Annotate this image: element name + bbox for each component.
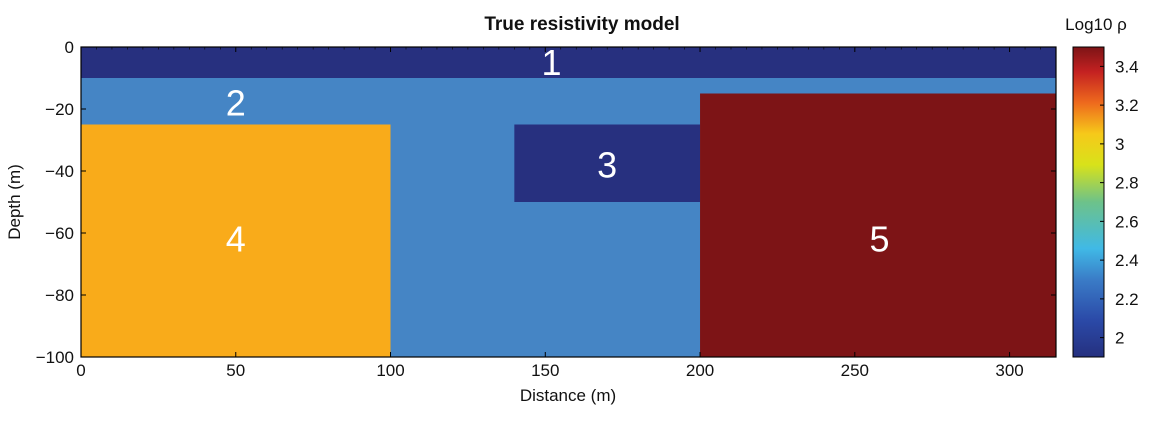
y-tick-label: −100 bbox=[36, 348, 74, 367]
y-tick-label: −60 bbox=[45, 224, 74, 243]
x-tick-label: 200 bbox=[686, 361, 714, 380]
x-tick-label: 0 bbox=[76, 361, 85, 380]
x-tick-label: 100 bbox=[376, 361, 404, 380]
y-tick-label: −80 bbox=[45, 286, 74, 305]
x-tick-label: 250 bbox=[841, 361, 869, 380]
colorbar-tick-label: 3.4 bbox=[1115, 57, 1139, 76]
colorbar-tick-label: 2.4 bbox=[1115, 251, 1139, 270]
region-label-4: 4 bbox=[226, 219, 246, 260]
colorbar-ticks: 2 2.2 2.4 2.6 2.8 3 3.2 3.4 bbox=[1100, 57, 1139, 347]
colorbar-tick-label: 3 bbox=[1115, 135, 1124, 154]
x-tick-label: 150 bbox=[531, 361, 559, 380]
y-tick-label: −20 bbox=[45, 100, 74, 119]
colorbar-tick-label: 2 bbox=[1115, 329, 1124, 348]
region-label-5: 5 bbox=[870, 219, 890, 260]
colorbar-tick-label: 3.2 bbox=[1115, 96, 1139, 115]
y-axis-label: Depth (m) bbox=[5, 164, 24, 240]
colorbar bbox=[1073, 47, 1104, 357]
chart-title: True resistivity model bbox=[484, 14, 679, 35]
colorbar-tick-label: 2.8 bbox=[1115, 174, 1139, 193]
y-tick-label: −40 bbox=[45, 162, 74, 181]
y-tick-label: 0 bbox=[65, 38, 74, 57]
region-label-3: 3 bbox=[597, 144, 617, 185]
x-tick-label: 300 bbox=[995, 361, 1023, 380]
colorbar-tick-label: 2.2 bbox=[1115, 290, 1139, 309]
region-label-2: 2 bbox=[226, 82, 246, 123]
region-label-1: 1 bbox=[541, 42, 561, 83]
x-axis-label: Distance (m) bbox=[520, 386, 616, 405]
x-tick-label: 50 bbox=[226, 361, 245, 380]
colorbar-tick-label: 2.6 bbox=[1115, 212, 1139, 231]
colorbar-title: Log10 ρ bbox=[1065, 15, 1127, 34]
region-1 bbox=[81, 47, 1056, 78]
